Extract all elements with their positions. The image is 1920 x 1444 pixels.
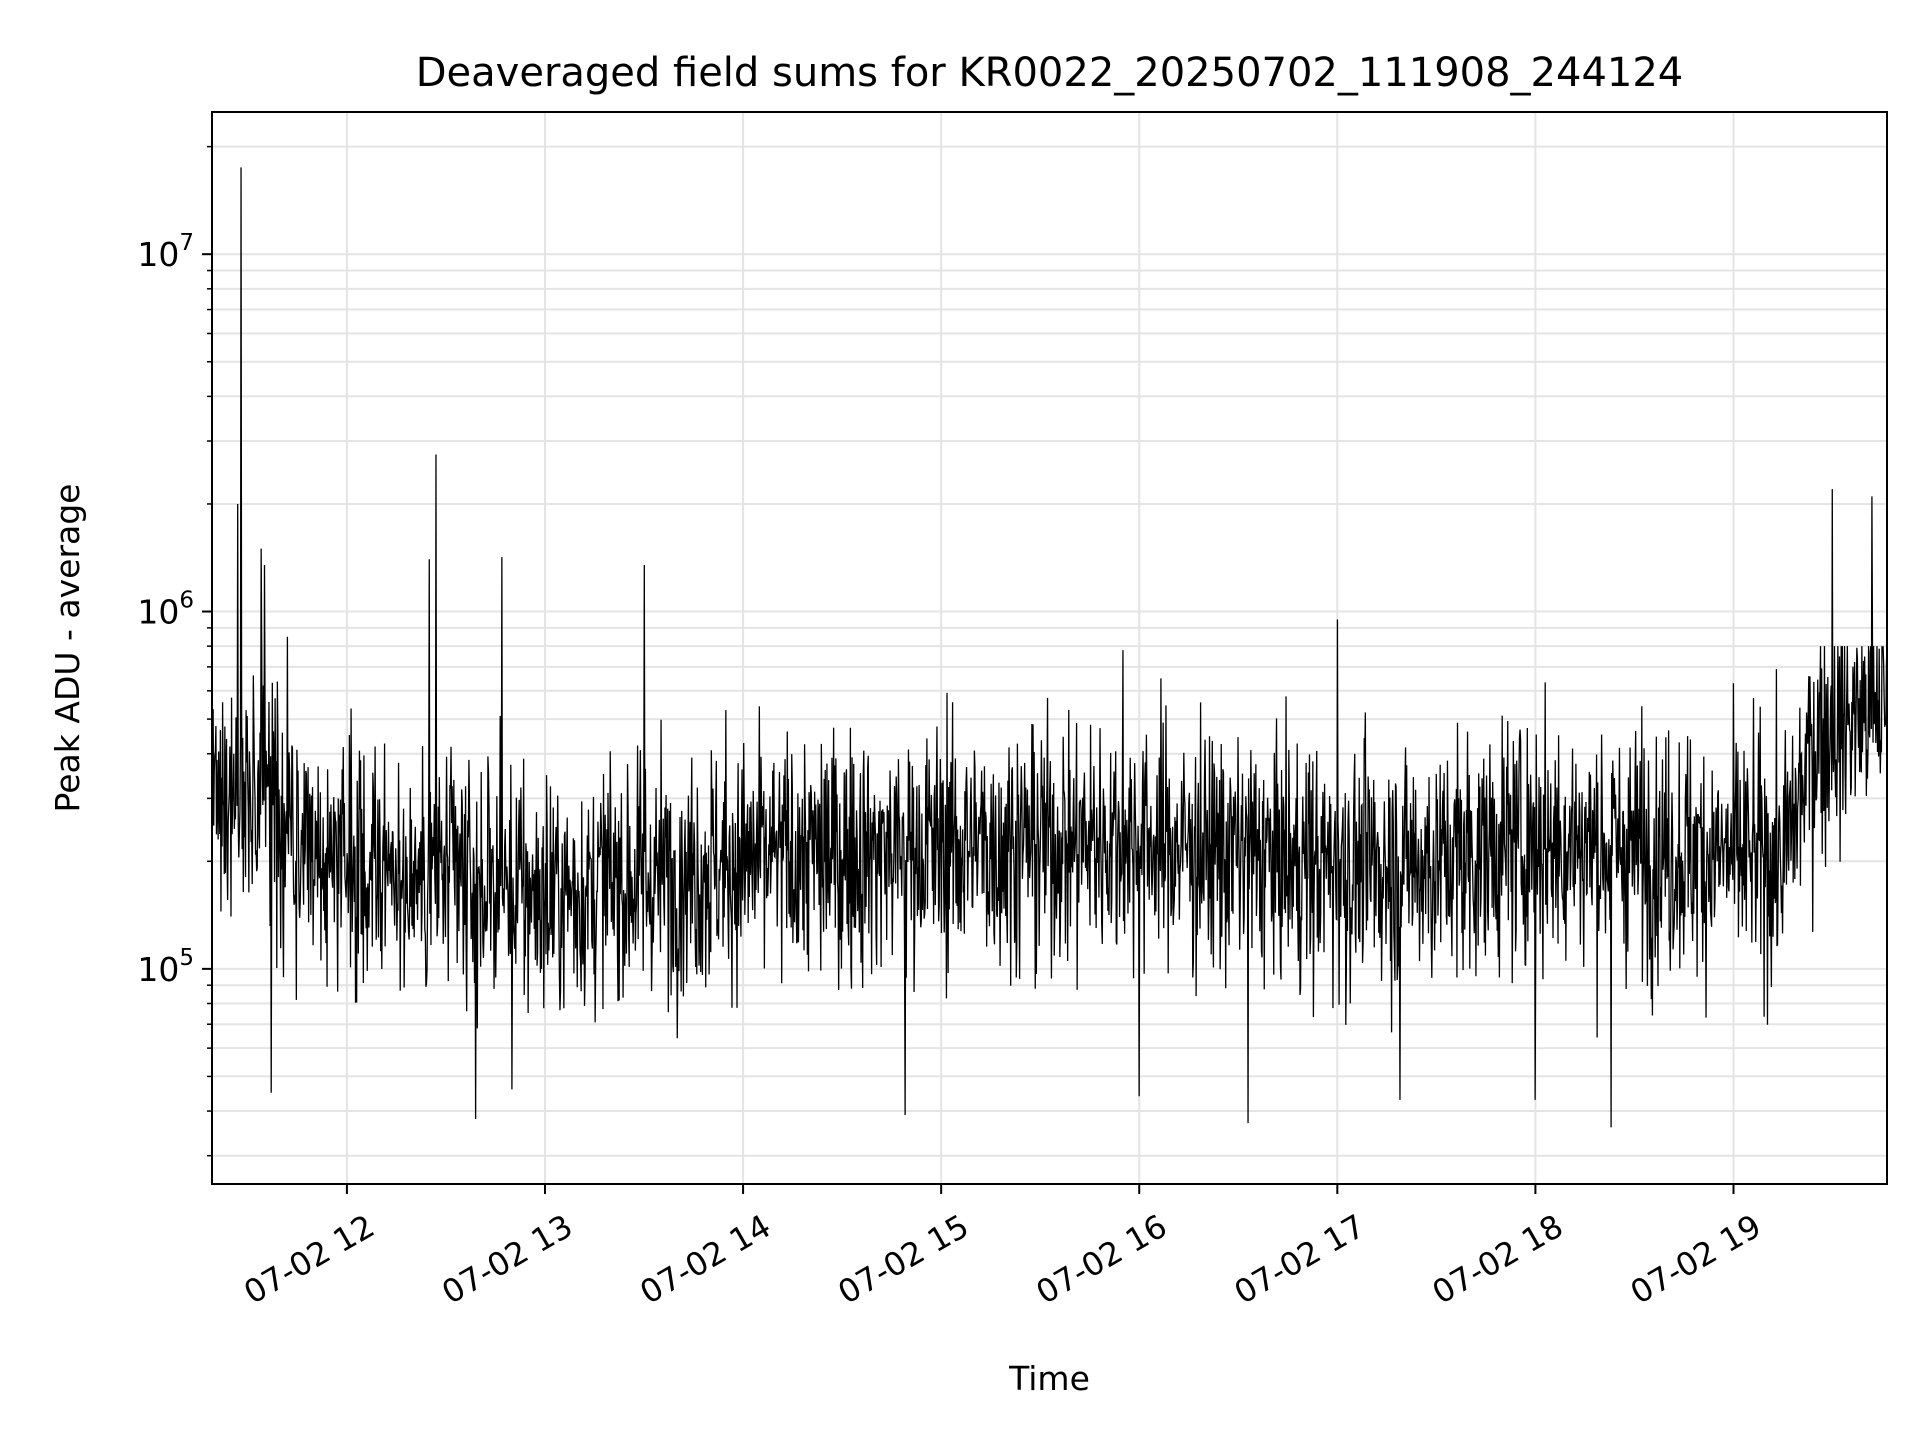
y-tick-label: 106	[137, 588, 194, 632]
x-axis-label: Time	[1008, 1359, 1090, 1398]
series-layer	[212, 167, 1887, 1128]
chart-title: Deaveraged field sums for KR0022_2025070…	[416, 50, 1684, 96]
plot-frame	[211, 111, 1888, 1185]
series-line	[212, 167, 1887, 1128]
y-tick-label: 107	[137, 230, 194, 274]
y-axis-label: Peak ADU - average	[48, 484, 87, 813]
y-tick-label: 105	[137, 945, 194, 989]
